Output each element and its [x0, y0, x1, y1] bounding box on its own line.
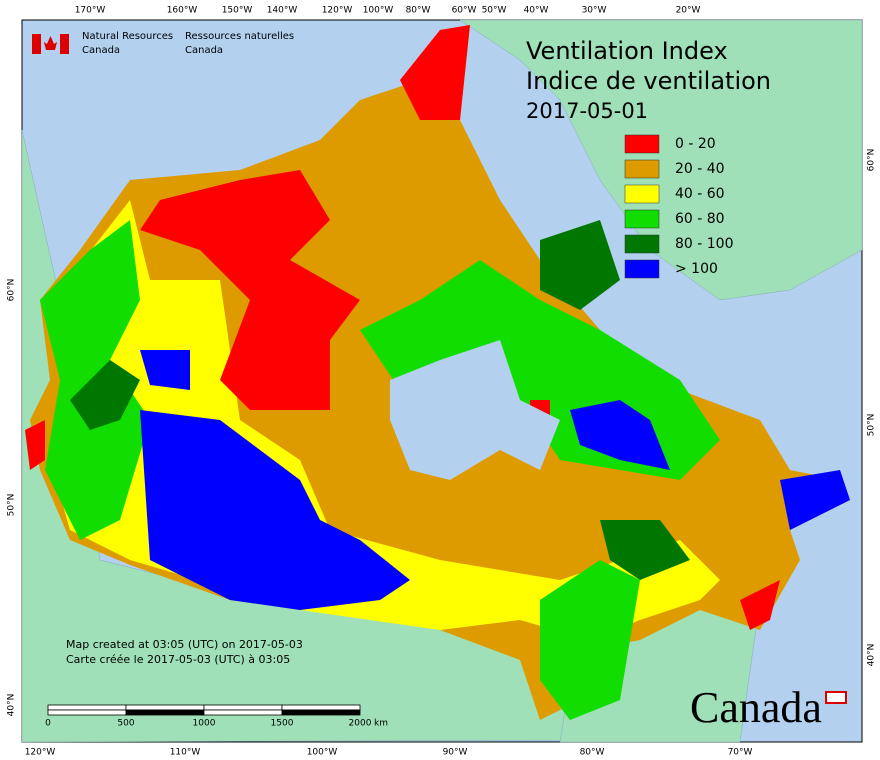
credit-line: Map created at 03:05 (UTC) on 2017-05-03 — [66, 638, 303, 651]
graticule-label: 50°W — [482, 6, 507, 16]
graticule-label: 60°N — [7, 279, 17, 302]
legend-label: 40 - 60 — [675, 186, 725, 202]
graticule-label: 120°W — [25, 748, 56, 758]
graticule-label: 70°W — [728, 748, 753, 758]
map-title: 2017-05-01 — [526, 99, 648, 123]
scale-label: 2000 — [349, 719, 372, 729]
index-zone — [740, 580, 780, 630]
graticule-label: 20°W — [676, 6, 701, 16]
flag-leaf — [44, 36, 57, 50]
credit-line: Carte créée le 2017-05-03 (UTC) à 03:05 — [66, 653, 290, 666]
graticule-label: 90°W — [443, 748, 468, 758]
graticule-label: 50°N — [867, 414, 877, 437]
graticule-label: 120°W — [322, 6, 353, 16]
legend-label: 0 - 20 — [675, 136, 716, 152]
scale-unit: km — [374, 719, 388, 729]
legend-label: 60 - 80 — [675, 211, 725, 227]
legend-swatch — [624, 234, 660, 254]
flag-bar — [60, 34, 69, 54]
legend-swatch — [624, 184, 660, 204]
scale-label: 500 — [117, 719, 134, 729]
index-zone — [780, 470, 850, 530]
index-zone — [400, 25, 470, 120]
index-zone — [70, 360, 140, 430]
graticule-label: 100°W — [307, 748, 338, 758]
legend-label: 20 - 40 — [675, 161, 725, 177]
index-zone — [140, 170, 360, 410]
graticule-label: 110°W — [170, 748, 201, 758]
graticule-label: 40°N — [7, 694, 17, 717]
scale-label: 0 — [45, 719, 51, 729]
agency-name: Ressources naturelles — [185, 31, 294, 42]
graticule-label: 80°W — [580, 748, 605, 758]
graticule-label: 160°W — [167, 6, 198, 16]
index-zone — [140, 350, 190, 390]
scale-segment — [125, 704, 205, 711]
scale-segment — [47, 709, 127, 716]
canada-wordmark: Canada — [690, 683, 822, 732]
graticule-label: 50°N — [7, 494, 17, 517]
index-zone — [25, 420, 45, 470]
agency-name: Canada — [185, 45, 223, 56]
index-zone — [540, 220, 620, 310]
graticule-label: 150°W — [222, 6, 253, 16]
map-title: Indice de ventilation — [526, 67, 771, 95]
index-zone — [600, 520, 690, 580]
scale-segment — [125, 709, 205, 716]
index-zone — [540, 560, 640, 720]
graticule-label: 60°W — [452, 6, 477, 16]
graticule-label: 60°N — [867, 149, 877, 172]
index-zone — [140, 410, 410, 610]
graticule-label: 80°W — [406, 6, 431, 16]
scale-segment — [47, 704, 127, 711]
index-zone — [570, 400, 670, 470]
flag-bar — [32, 34, 41, 54]
scale-segment — [281, 704, 361, 711]
agency-name: Natural Resources — [82, 31, 173, 42]
legend-swatch — [624, 159, 660, 179]
scale-segment — [203, 709, 283, 716]
hudson-bay — [390, 340, 560, 480]
legend-label: 80 - 100 — [675, 236, 734, 252]
scale-segment — [281, 709, 361, 716]
agency-name: Canada — [82, 45, 120, 56]
legend-swatch — [624, 134, 660, 154]
wordmark-flag — [825, 691, 847, 704]
legend-label: > 100 — [675, 261, 718, 277]
legend-swatch — [624, 209, 660, 229]
graticule-label: 140°W — [267, 6, 298, 16]
graticule-label: 170°W — [75, 6, 106, 16]
legend-swatch — [624, 259, 660, 279]
graticule-label: 40°N — [867, 644, 877, 667]
scale-label: 1000 — [193, 719, 216, 729]
graticule-label: 100°W — [363, 6, 394, 16]
map-title: Ventilation Index — [526, 37, 728, 65]
scale-label: 1500 — [271, 719, 294, 729]
scale-segment — [203, 704, 283, 711]
graticule-label: 30°W — [582, 6, 607, 16]
graticule-label: 40°W — [524, 6, 549, 16]
